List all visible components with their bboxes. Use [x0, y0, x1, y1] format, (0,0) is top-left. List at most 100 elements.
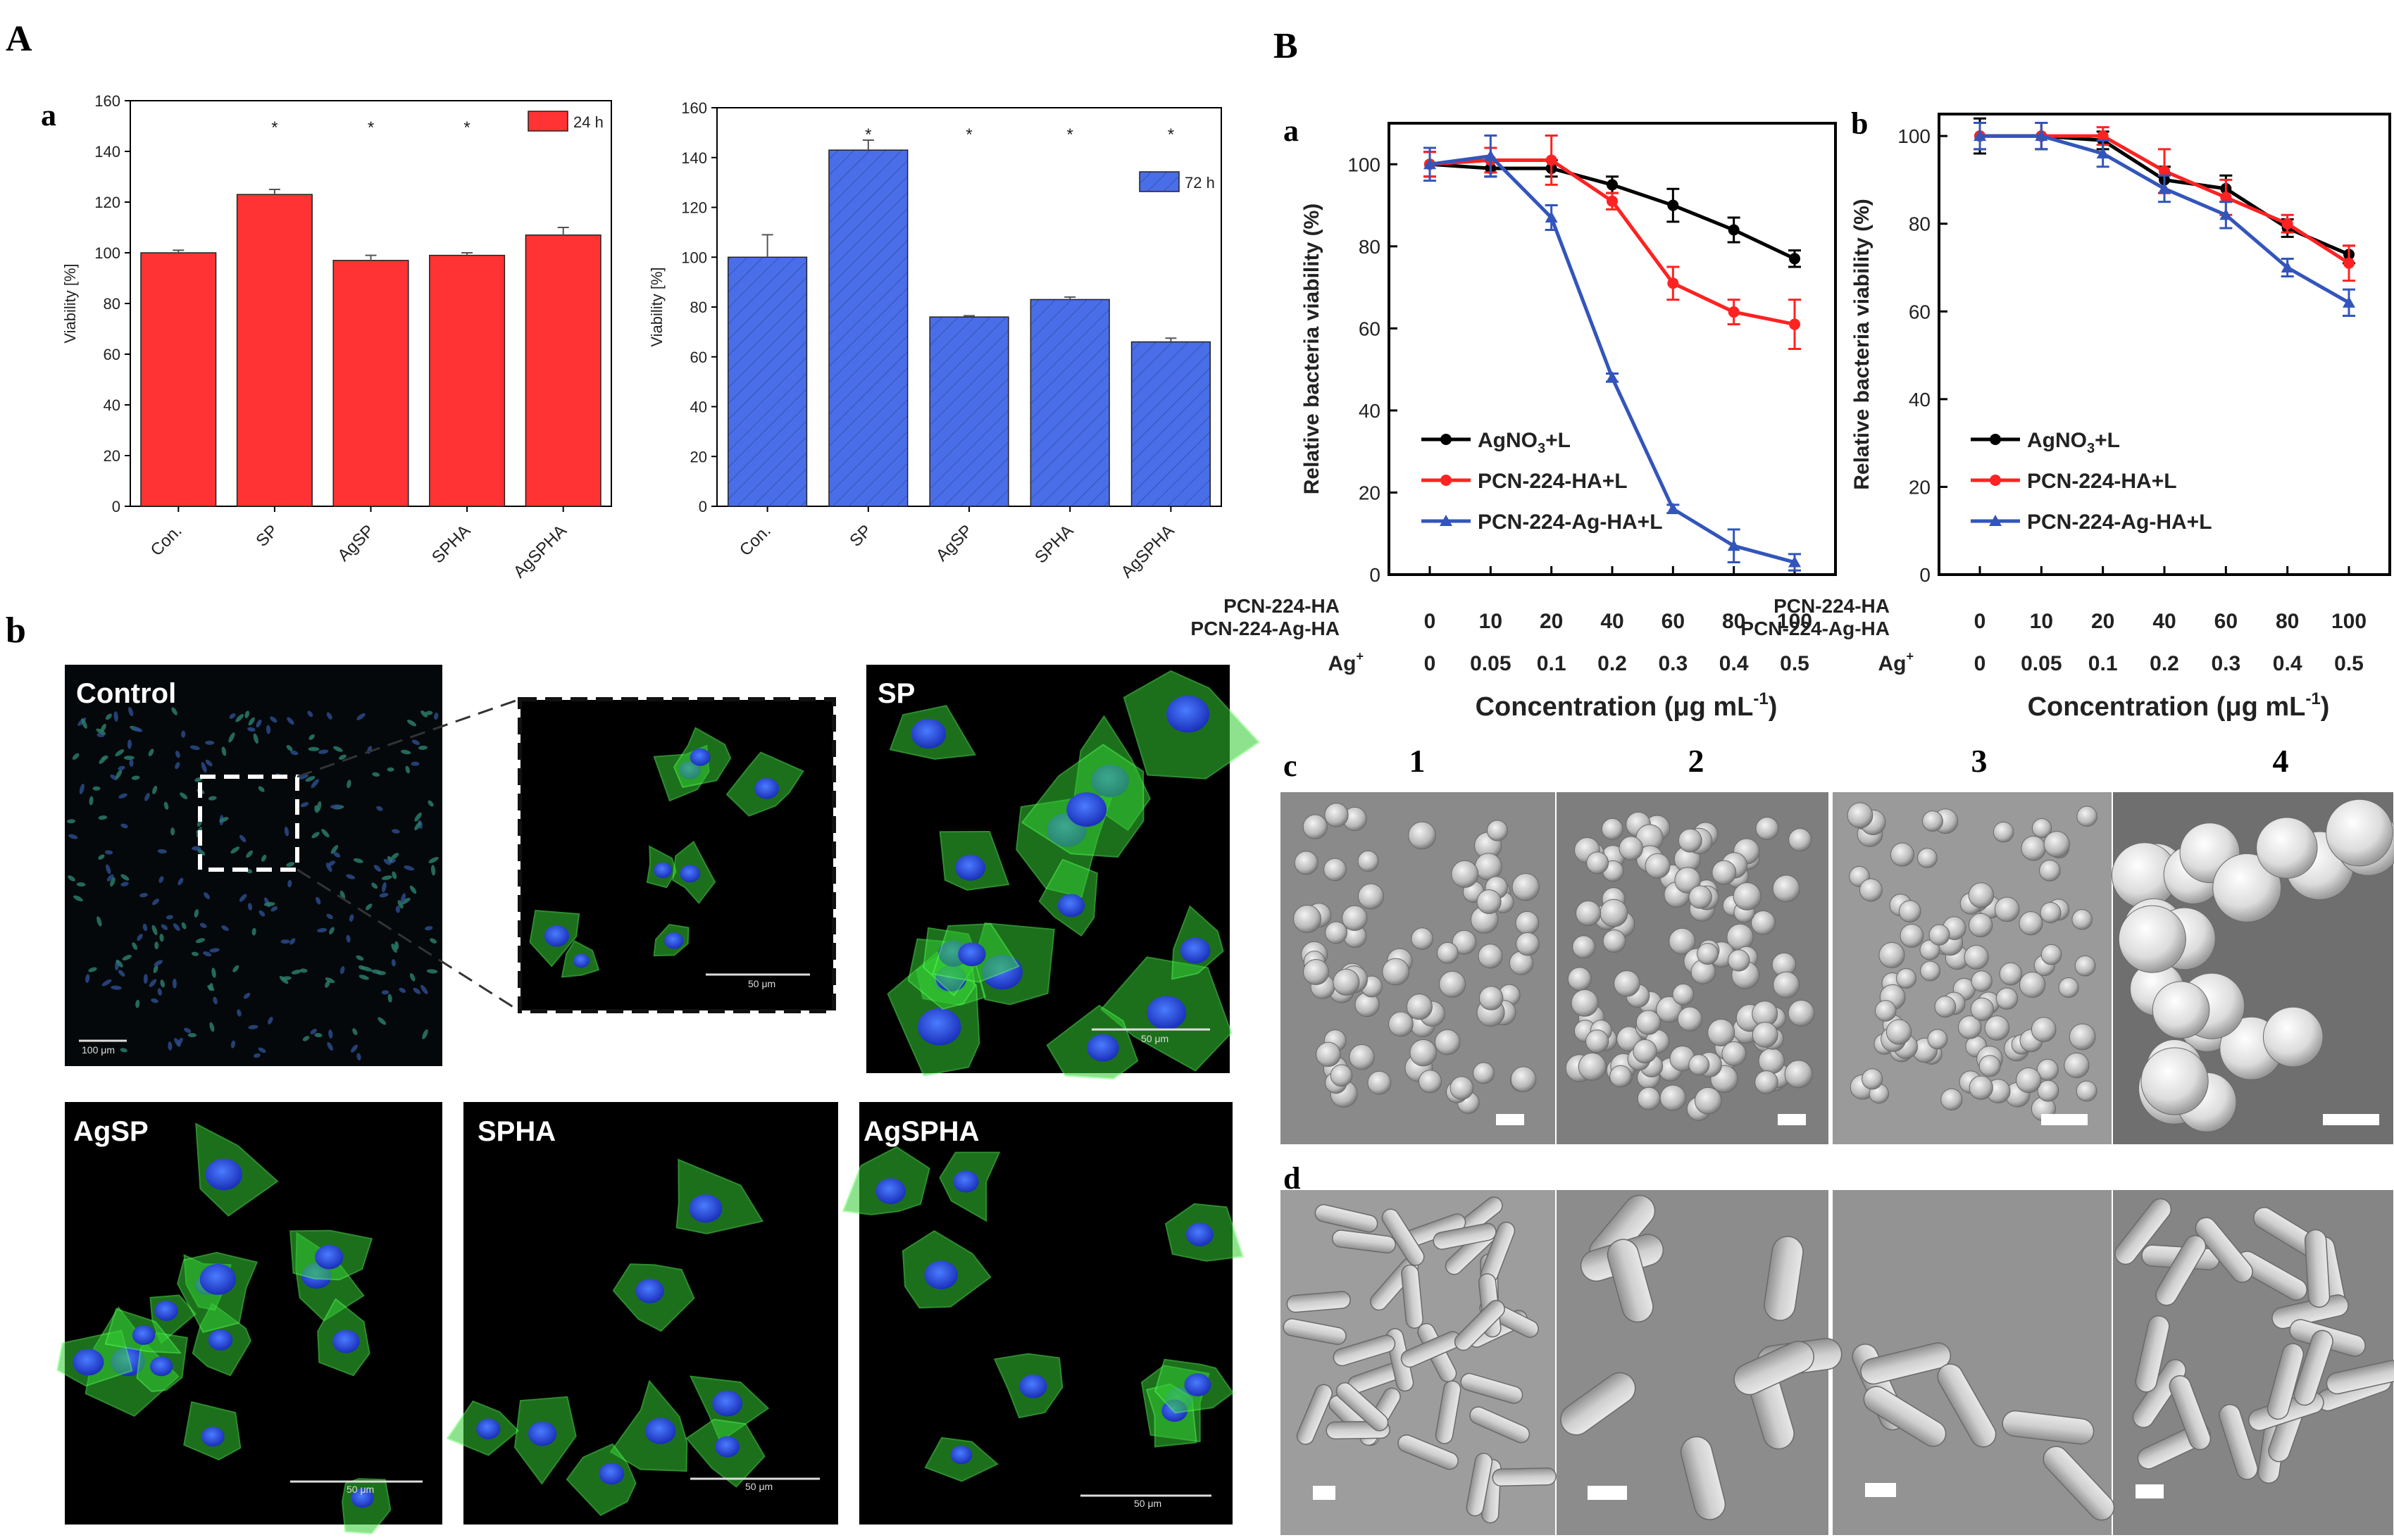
cell-dot — [116, 769, 123, 780]
cell-dot — [191, 846, 201, 851]
coccus — [1969, 1075, 1993, 1100]
rod-bacterium — [1460, 1372, 1523, 1404]
cell-nucleus — [1087, 1034, 1119, 1062]
data-point — [1607, 179, 1618, 191]
spha-cells — [446, 1158, 770, 1516]
coccus — [1602, 929, 1626, 953]
significance-mark: * — [463, 118, 470, 137]
cell-dot — [152, 899, 159, 906]
cell-dot — [110, 877, 116, 887]
panel-label-B: B — [1273, 26, 1298, 66]
ag-tick-label: 0.2 — [1597, 652, 1627, 675]
cell-nucleus — [199, 1263, 237, 1295]
data-point — [1789, 253, 1800, 265]
cell-dot — [139, 893, 148, 898]
coccus — [1486, 820, 1508, 841]
cell-dot — [284, 826, 289, 837]
cell-dot — [318, 749, 329, 754]
x-tick-label: AgSP — [334, 521, 378, 565]
y-tick-label: 80 — [1359, 236, 1380, 258]
x-tick-label: 40 — [2152, 610, 2176, 633]
cell-nucleus — [664, 932, 684, 949]
x-tick-label: 40 — [1600, 610, 1623, 633]
coccus — [1752, 1022, 1778, 1048]
cell-nucleus — [911, 718, 947, 749]
y-tick-label: 120 — [94, 194, 120, 211]
sem-column-labels: 1 2 3 4 — [1409, 743, 2289, 779]
cell-dot — [96, 728, 106, 735]
agspha-cells — [842, 1146, 1244, 1482]
cell-dot — [371, 969, 382, 974]
cell-dot — [153, 965, 158, 973]
coccus — [2019, 911, 2043, 936]
bar-hatch — [1030, 299, 1110, 506]
data-point — [1666, 502, 1680, 514]
ag-tick-label: 0.4 — [2273, 652, 2302, 675]
cell-dot — [308, 734, 315, 740]
cell-dot — [213, 996, 218, 1005]
cell-dot — [387, 767, 394, 772]
cell-dot — [311, 779, 319, 789]
data-point — [2096, 147, 2109, 159]
rod-bacterium — [1433, 1222, 1497, 1250]
cell-dot — [251, 927, 256, 936]
cell-dot — [305, 776, 316, 782]
cell-dot — [428, 800, 434, 807]
cell-dot — [253, 1053, 261, 1058]
coccus — [1452, 929, 1477, 955]
rod-bacterium — [2271, 1294, 2349, 1329]
rod-bacterium — [1937, 1363, 1997, 1448]
coccus — [1515, 910, 1540, 935]
cell-dot — [311, 832, 320, 839]
coccus — [1437, 941, 1459, 964]
coccus — [1721, 1041, 1747, 1066]
coccus — [1567, 967, 1592, 991]
cell-dot — [132, 726, 143, 732]
cell-dot — [413, 987, 421, 994]
cell-dot — [263, 901, 275, 907]
coccus — [1669, 927, 1696, 955]
subpanel-label-Bd: d — [1283, 1161, 1300, 1196]
cell-nucleus — [918, 1008, 961, 1046]
data-point — [1545, 211, 1558, 223]
cell-dot — [248, 717, 255, 726]
cell-dot — [339, 966, 345, 975]
cell-dot — [116, 959, 123, 968]
coccus — [2031, 818, 2052, 839]
cell-dot — [308, 746, 320, 751]
cell-dot — [395, 906, 400, 913]
cell-dot — [291, 970, 301, 975]
cell-dot — [221, 746, 227, 756]
cell-dot — [371, 882, 378, 889]
y-tick-label: 120 — [681, 199, 707, 217]
subpanel-label-Bc: c — [1283, 749, 1297, 783]
cell-dot — [425, 710, 433, 715]
legend-swatch — [528, 111, 568, 132]
rod-bacterium — [1733, 1341, 1814, 1396]
significance-mark: * — [271, 118, 278, 137]
cell-dot — [105, 713, 112, 720]
y-tick-label: 0 — [1369, 564, 1380, 586]
ag-tick-label: 0.1 — [1537, 652, 1566, 675]
cell-dot — [81, 718, 87, 729]
coccus — [1922, 810, 1943, 832]
cell-nucleus — [1019, 1374, 1047, 1398]
micrograph-label-spha: SPHA — [478, 1116, 556, 1147]
cell-dot — [372, 772, 380, 777]
sem-column-label: 1 — [1409, 743, 1426, 779]
cell-dot — [426, 969, 438, 974]
y-tick-label: 140 — [94, 143, 120, 161]
cell-dot — [325, 980, 330, 988]
row-label: PCN-224-Ag-HA — [1740, 618, 1890, 639]
cell-dot — [270, 906, 278, 912]
cell-nucleus — [690, 748, 711, 766]
x-tick-label: AgSPHA — [510, 521, 571, 582]
coccus — [1674, 867, 1701, 894]
y-tick-label: 20 — [690, 448, 707, 465]
coccus — [1788, 999, 1815, 1027]
coccus — [1707, 1018, 1735, 1046]
coccus — [1751, 910, 1776, 935]
coccus — [1330, 1064, 1353, 1087]
coccus — [1478, 944, 1503, 969]
cell-nucleus — [528, 1421, 557, 1446]
